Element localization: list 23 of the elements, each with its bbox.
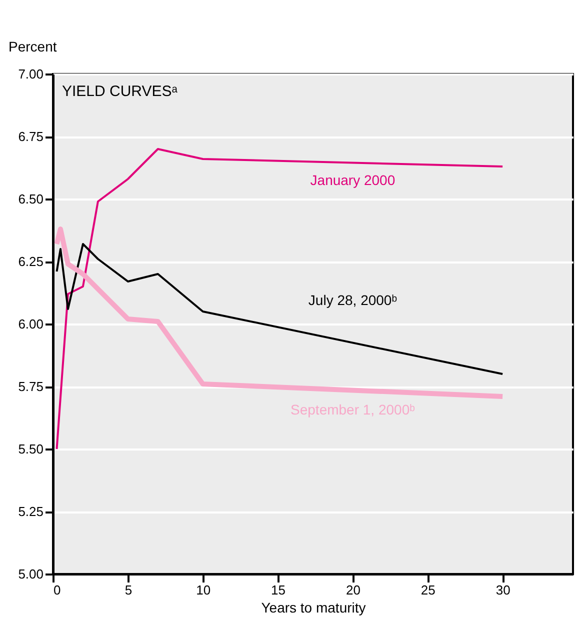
- line-series: [56, 148, 504, 450]
- series-label: January 2000: [310, 172, 396, 188]
- series-label: September 1, 2000ᵇ: [290, 401, 415, 418]
- y-tick-label: 6.00: [18, 316, 44, 332]
- y-tick-label: 5.25: [18, 504, 44, 519]
- y-tick-label: 5.75: [18, 379, 44, 394]
- x-axis-title: Years to maturity: [261, 600, 366, 616]
- x-tick-label: 25: [420, 582, 436, 598]
- y-axis-title: Percent: [8, 38, 57, 54]
- x-tick-label: 30: [496, 582, 510, 598]
- x-tick-label: 5: [124, 582, 132, 598]
- y-tick-label: 6.50: [18, 192, 44, 206]
- y-tick-label: 5.00: [18, 566, 44, 582]
- text: YIELD CURVESᵃ: [62, 83, 178, 100]
- y-tick-label: 7.00: [18, 66, 44, 82]
- x-tick-label: 20: [346, 582, 360, 598]
- y-tick-label: 5.50: [18, 442, 44, 456]
- x-tick-label: 0: [54, 582, 61, 598]
- y-tick-label: 6.25: [18, 254, 44, 269]
- series-label: July 28, 2000ᵇ: [308, 292, 397, 308]
- x-tick-label: 15: [271, 582, 286, 598]
- y-tick-label: 6.75: [18, 129, 44, 144]
- x-tick-label: 10: [196, 582, 211, 598]
